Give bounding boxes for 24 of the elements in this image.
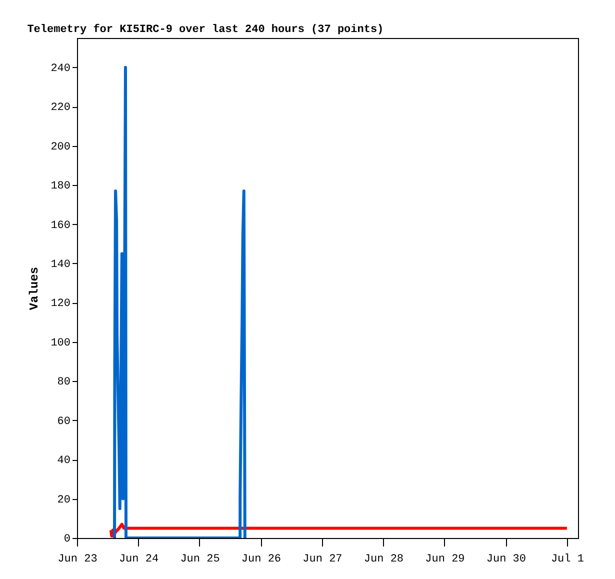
y-tick-label: 180 [50,180,70,193]
x-tick-label: Jul 1 [550,554,584,566]
x-tick-label: Jun 28 [364,554,404,566]
y-tick-label: 20 [57,494,70,506]
chart-title: Telemetry for KI5IRC-9 over last 240 hours (37 points) [27,23,384,36]
y-tick-label: 0 [64,534,70,546]
x-tick-label: Jun 29 [425,554,465,566]
x-tick-label: Jun 25 [180,554,220,566]
y-tick-label: 60 [57,416,70,428]
x-tick-label: Jun 27 [302,554,342,566]
y-tick-label: 240 [50,62,70,75]
x-tick-label: Jun 26 [241,554,282,566]
x-tick-label: Jun 30 [486,554,526,566]
y-tick-label: 120 [50,298,70,310]
y-tick-label: 220 [50,102,70,114]
y-tick-label: 200 [50,141,70,154]
y-tick-label: 100 [50,337,70,350]
y-tick-label: 80 [57,376,70,389]
y-tick-label: 40 [57,455,70,468]
y-tick-label: 160 [50,220,70,232]
x-tick-label: Jun 24 [118,554,159,566]
x-tick-label: Jun 23 [58,554,98,566]
y-axis-title: Values [28,266,42,310]
y-tick-label: 140 [50,258,70,271]
